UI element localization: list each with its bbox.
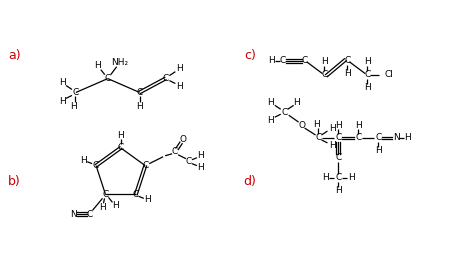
Text: H: H [355, 121, 362, 130]
Text: H: H [335, 186, 342, 195]
Text: O: O [180, 136, 187, 144]
Text: H: H [335, 121, 342, 130]
Text: H: H [313, 120, 320, 129]
Text: H: H [322, 173, 329, 182]
Text: H: H [59, 78, 65, 87]
Text: C: C [344, 56, 350, 65]
Text: d): d) [244, 175, 256, 188]
Text: C: C [280, 56, 286, 65]
Text: c): c) [244, 49, 256, 62]
Text: H: H [112, 201, 119, 210]
Text: H: H [145, 195, 151, 204]
Text: C: C [93, 161, 99, 170]
Text: C: C [282, 108, 288, 117]
Text: H: H [198, 151, 204, 160]
Text: H: H [321, 57, 328, 66]
Text: C: C [142, 161, 148, 170]
Text: C: C [301, 56, 308, 65]
Text: C: C [133, 190, 139, 199]
Text: C: C [355, 133, 361, 143]
Text: H: H [405, 133, 411, 143]
Text: H: H [268, 56, 275, 65]
Text: H: H [329, 124, 336, 133]
Text: H: H [348, 173, 355, 182]
Text: C: C [73, 88, 79, 97]
Text: C: C [172, 147, 178, 156]
Text: C: C [162, 74, 169, 83]
Text: C: C [102, 190, 109, 199]
Text: b): b) [8, 175, 21, 188]
Text: C: C [321, 70, 328, 79]
Text: C: C [335, 153, 342, 162]
Text: H: H [59, 97, 65, 106]
Text: H: H [329, 141, 336, 150]
Text: C: C [137, 88, 143, 97]
Text: H: H [136, 102, 143, 111]
Text: H: H [94, 61, 101, 70]
Text: H: H [364, 83, 371, 92]
Text: O: O [298, 121, 305, 130]
Text: C: C [186, 157, 192, 166]
Text: H: H [364, 57, 371, 66]
Text: N: N [70, 210, 77, 219]
Text: N: N [392, 133, 400, 143]
Text: Cl: Cl [384, 70, 393, 79]
Text: NH₂: NH₂ [111, 58, 128, 67]
Text: H: H [198, 163, 204, 172]
Text: C: C [375, 133, 381, 143]
Text: H: H [117, 131, 124, 140]
Text: H: H [71, 102, 77, 111]
Text: C: C [86, 210, 93, 219]
Text: C: C [335, 133, 342, 143]
Text: C: C [315, 133, 322, 143]
Text: C: C [335, 173, 342, 182]
Text: H: H [344, 69, 351, 78]
Text: H: H [375, 146, 382, 155]
Text: H: H [293, 98, 300, 107]
Text: a): a) [8, 49, 21, 62]
Text: C: C [118, 143, 124, 152]
Text: H: H [176, 64, 182, 73]
Text: H: H [267, 98, 274, 107]
Text: H: H [99, 203, 106, 212]
Text: C: C [364, 70, 370, 79]
Text: C: C [105, 74, 111, 83]
Text: H: H [80, 156, 87, 165]
Text: H: H [267, 116, 274, 125]
Text: H: H [176, 82, 182, 91]
